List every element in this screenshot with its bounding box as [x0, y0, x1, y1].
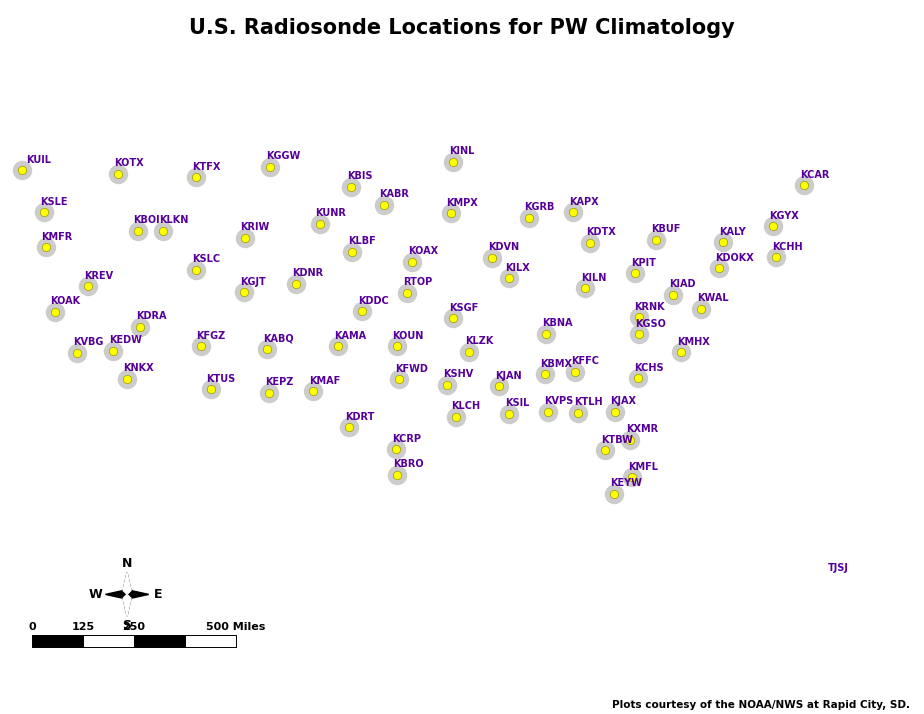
- Text: 125: 125: [71, 622, 95, 632]
- Text: E: E: [154, 588, 163, 601]
- Text: KFGZ: KFGZ: [197, 331, 225, 341]
- Text: KIAD: KIAD: [669, 279, 696, 289]
- Text: KSLE: KSLE: [40, 197, 67, 207]
- Text: KXMR: KXMR: [626, 424, 659, 434]
- Text: KVBG: KVBG: [73, 337, 103, 347]
- Text: KTUS: KTUS: [207, 373, 236, 383]
- Text: KILX: KILX: [505, 263, 529, 273]
- Text: KLCH: KLCH: [451, 401, 480, 411]
- Text: KMFL: KMFL: [628, 461, 658, 471]
- Text: KFFC: KFFC: [571, 356, 599, 366]
- Text: KMAF: KMAF: [310, 376, 340, 386]
- Text: KDDC: KDDC: [358, 296, 389, 306]
- Text: KTFX: KTFX: [192, 161, 221, 171]
- Text: KABQ: KABQ: [263, 333, 294, 343]
- Text: KRNK: KRNK: [635, 301, 665, 311]
- Text: KBUF: KBUF: [651, 224, 681, 234]
- Text: KMFR: KMFR: [42, 232, 73, 242]
- Text: KCRP: KCRP: [392, 433, 421, 443]
- Polygon shape: [105, 573, 149, 616]
- Text: KBIS: KBIS: [347, 171, 372, 181]
- Text: KFWD: KFWD: [395, 363, 428, 373]
- Text: KEDW: KEDW: [109, 335, 142, 345]
- Text: KSLC: KSLC: [192, 254, 220, 264]
- Text: 0: 0: [29, 622, 36, 632]
- Text: KSIL: KSIL: [505, 398, 529, 408]
- Text: KDVN: KDVN: [488, 242, 519, 252]
- Text: KNKX: KNKX: [123, 363, 154, 373]
- Text: KAMA: KAMA: [334, 331, 366, 341]
- Text: KREV: KREV: [84, 271, 113, 281]
- Text: TJSJ: TJSJ: [828, 563, 848, 573]
- Text: S: S: [123, 619, 131, 633]
- Text: KLBF: KLBF: [348, 236, 376, 246]
- Text: KRIW: KRIW: [240, 222, 270, 232]
- Text: KDOKX: KDOKX: [715, 253, 753, 263]
- Text: KJAX: KJAX: [611, 396, 637, 406]
- Text: KBNA: KBNA: [541, 318, 572, 328]
- Text: KBMX: KBMX: [541, 359, 573, 369]
- Text: KGRB: KGRB: [525, 203, 555, 213]
- Text: KPIT: KPIT: [631, 258, 656, 268]
- Text: KOAX: KOAX: [407, 246, 438, 256]
- Text: KVPS: KVPS: [544, 396, 573, 406]
- Text: KOAK: KOAK: [51, 296, 80, 306]
- Text: 250: 250: [123, 622, 145, 632]
- Text: KUNR: KUNR: [315, 208, 346, 218]
- Polygon shape: [123, 573, 131, 594]
- Text: KDRA: KDRA: [136, 311, 166, 321]
- Text: KAPX: KAPX: [569, 197, 599, 207]
- Text: KTLH: KTLH: [574, 398, 602, 408]
- Text: 500 Miles: 500 Miles: [206, 622, 265, 632]
- Text: KSGF: KSGF: [449, 303, 479, 313]
- Text: KEYW: KEYW: [610, 478, 642, 488]
- Text: KJAN: KJAN: [494, 371, 521, 381]
- Text: KUIL: KUIL: [27, 155, 52, 165]
- Text: KMHX: KMHX: [677, 337, 710, 347]
- Text: KDNR: KDNR: [292, 268, 323, 278]
- Text: KOUN: KOUN: [393, 331, 424, 341]
- Text: KSHV: KSHV: [443, 369, 473, 379]
- Text: KGJT: KGJT: [239, 277, 265, 287]
- Text: KINL: KINL: [449, 146, 474, 156]
- Text: KILN: KILN: [581, 273, 607, 283]
- Text: KBRO: KBRO: [393, 459, 424, 469]
- Text: KGGW: KGGW: [266, 151, 300, 161]
- Text: KABR: KABR: [380, 189, 409, 199]
- Text: KGSO: KGSO: [635, 318, 665, 328]
- Text: Plots courtesy of the NOAA/NWS at Rapid City, SD.: Plots courtesy of the NOAA/NWS at Rapid …: [612, 700, 910, 710]
- Text: KTBW: KTBW: [601, 435, 633, 445]
- Text: KALY: KALY: [719, 226, 746, 236]
- Text: KGYX: KGYX: [769, 211, 798, 221]
- Text: W: W: [89, 588, 103, 601]
- Text: KOTX: KOTX: [114, 159, 143, 169]
- Text: KCAR: KCAR: [800, 170, 829, 180]
- Text: KEPZ: KEPZ: [265, 377, 294, 387]
- Text: KLKN: KLKN: [159, 215, 188, 225]
- Text: KLZK: KLZK: [465, 336, 493, 346]
- Text: U.S. Radiosonde Locations for PW Climatology: U.S. Radiosonde Locations for PW Climato…: [189, 18, 735, 38]
- Text: KCHH: KCHH: [772, 241, 803, 251]
- Text: KDTX: KDTX: [586, 227, 616, 237]
- Text: KWAL: KWAL: [697, 293, 728, 303]
- Text: KBOI: KBOI: [133, 216, 160, 226]
- Polygon shape: [123, 594, 131, 616]
- Text: KDRT: KDRT: [345, 411, 374, 421]
- Text: N: N: [122, 556, 132, 570]
- Text: KMPX: KMPX: [446, 198, 479, 208]
- Text: KCHS: KCHS: [634, 363, 663, 373]
- Text: RTOP: RTOP: [403, 278, 432, 288]
